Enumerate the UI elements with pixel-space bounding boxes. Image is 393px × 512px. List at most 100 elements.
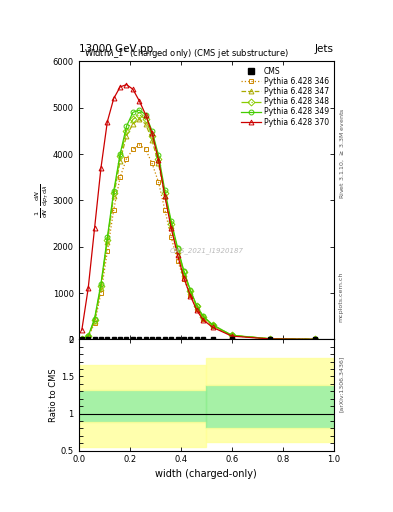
- Pythia 6.428 349: [150, 128, 154, 134]
- Pythia 6.428 347: [124, 133, 129, 139]
- Text: [arXiv:1306.3436]: [arXiv:1306.3436]: [339, 356, 344, 412]
- Pythia 6.428 370: [118, 84, 123, 90]
- Pythia 6.428 347: [182, 270, 186, 276]
- Pythia 6.428 347: [210, 323, 215, 329]
- Pythia 6.428 348: [124, 128, 129, 134]
- CMS: [169, 336, 174, 343]
- Pythia 6.428 346: [188, 292, 193, 298]
- Pythia 6.428 348: [312, 336, 317, 343]
- Pythia 6.428 348: [169, 221, 174, 227]
- Pythia 6.428 349: [201, 313, 206, 319]
- Pythia 6.428 370: [92, 225, 97, 231]
- Pythia 6.428 349: [195, 303, 199, 309]
- Pythia 6.428 346: [130, 146, 135, 153]
- Pythia 6.428 346: [86, 334, 90, 340]
- Pythia 6.428 346: [118, 174, 123, 180]
- CMS: [268, 336, 272, 343]
- CMS: [86, 336, 90, 343]
- Pythia 6.428 348: [130, 116, 135, 122]
- CMS: [137, 336, 141, 343]
- Pythia 6.428 346: [182, 276, 186, 282]
- Pythia 6.428 348: [86, 333, 90, 339]
- Pythia 6.428 370: [312, 336, 317, 343]
- Pythia 6.428 348: [118, 153, 123, 159]
- Pythia 6.428 347: [312, 336, 317, 343]
- Pythia 6.428 349: [111, 188, 116, 194]
- Pythia 6.428 347: [137, 116, 141, 122]
- CMS: [79, 336, 84, 343]
- CMS: [201, 336, 206, 343]
- Pythia 6.428 346: [111, 207, 116, 213]
- Pythia 6.428 346: [169, 234, 174, 241]
- Pythia 6.428 349: [230, 332, 234, 338]
- CMS: [105, 336, 110, 343]
- Pythia 6.428 347: [156, 160, 161, 166]
- Pythia 6.428 370: [156, 157, 161, 163]
- Pythia 6.428 347: [118, 158, 123, 164]
- CMS: [156, 336, 161, 343]
- Pythia 6.428 347: [79, 336, 84, 343]
- Line: CMS: CMS: [80, 337, 317, 341]
- Legend: CMS, Pythia 6.428 346, Pythia 6.428 347, Pythia 6.428 348, Pythia 6.428 349, Pyt: CMS, Pythia 6.428 346, Pythia 6.428 347,…: [240, 65, 330, 128]
- Pythia 6.428 347: [169, 223, 174, 229]
- Pythia 6.428 346: [99, 290, 103, 296]
- Pythia 6.428 370: [169, 225, 174, 231]
- CMS: [99, 336, 103, 343]
- CMS: [210, 336, 215, 343]
- CMS: [150, 336, 154, 343]
- Pythia 6.428 370: [105, 119, 110, 125]
- CMS: [124, 336, 129, 343]
- Pythia 6.428 349: [312, 336, 317, 343]
- Pythia 6.428 348: [182, 269, 186, 275]
- CMS: [162, 336, 167, 343]
- Pythia 6.428 347: [105, 239, 110, 245]
- Pythia 6.428 348: [156, 156, 161, 162]
- Line: Pythia 6.428 346: Pythia 6.428 346: [79, 142, 317, 342]
- Pythia 6.428 370: [99, 165, 103, 171]
- Line: Pythia 6.428 347: Pythia 6.428 347: [79, 117, 317, 342]
- Pythia 6.428 347: [99, 285, 103, 291]
- CMS: [312, 336, 317, 343]
- Pythia 6.428 370: [137, 98, 141, 104]
- CMS: [195, 336, 199, 343]
- Pythia 6.428 346: [210, 324, 215, 330]
- Pythia 6.428 346: [150, 160, 154, 166]
- Text: Width$\lambda\_1^1$ (charged only) (CMS jet substructure): Width$\lambda\_1^1$ (charged only) (CMS …: [84, 47, 289, 61]
- Pythia 6.428 370: [124, 81, 129, 88]
- Pythia 6.428 346: [79, 336, 84, 343]
- Pythia 6.428 349: [105, 234, 110, 241]
- Pythia 6.428 349: [210, 322, 215, 328]
- Pythia 6.428 349: [156, 152, 161, 158]
- Pythia 6.428 347: [150, 137, 154, 143]
- CMS: [130, 336, 135, 343]
- Pythia 6.428 370: [230, 333, 234, 339]
- Pythia 6.428 346: [201, 316, 206, 322]
- Pythia 6.428 349: [130, 110, 135, 116]
- Pythia 6.428 348: [210, 322, 215, 328]
- Pythia 6.428 346: [312, 336, 317, 343]
- Bar: [79, 366, 206, 390]
- Pythia 6.428 348: [79, 336, 84, 343]
- Pythia 6.428 348: [188, 288, 193, 294]
- Pythia 6.428 348: [99, 283, 103, 289]
- CMS: [175, 336, 180, 343]
- Pythia 6.428 349: [162, 187, 167, 194]
- Pythia 6.428 348: [105, 237, 110, 243]
- Pythia 6.428 347: [175, 248, 180, 254]
- Pythia 6.428 349: [118, 151, 123, 157]
- Pythia 6.428 347: [143, 121, 148, 127]
- Pythia 6.428 346: [143, 146, 148, 153]
- Text: 13000 GeV pp: 13000 GeV pp: [79, 44, 153, 54]
- Text: mcplots.cern.ch: mcplots.cern.ch: [339, 272, 344, 322]
- Line: Pythia 6.428 370: Pythia 6.428 370: [79, 82, 317, 342]
- CMS: [182, 336, 186, 343]
- Bar: [206, 429, 334, 442]
- Y-axis label: Ratio to CMS: Ratio to CMS: [49, 368, 58, 422]
- Pythia 6.428 347: [195, 304, 199, 310]
- Bar: [79, 390, 206, 422]
- Pythia 6.428 370: [162, 193, 167, 199]
- Pythia 6.428 370: [150, 130, 154, 136]
- Pythia 6.428 370: [201, 317, 206, 323]
- CMS: [111, 336, 116, 343]
- Pythia 6.428 348: [162, 190, 167, 197]
